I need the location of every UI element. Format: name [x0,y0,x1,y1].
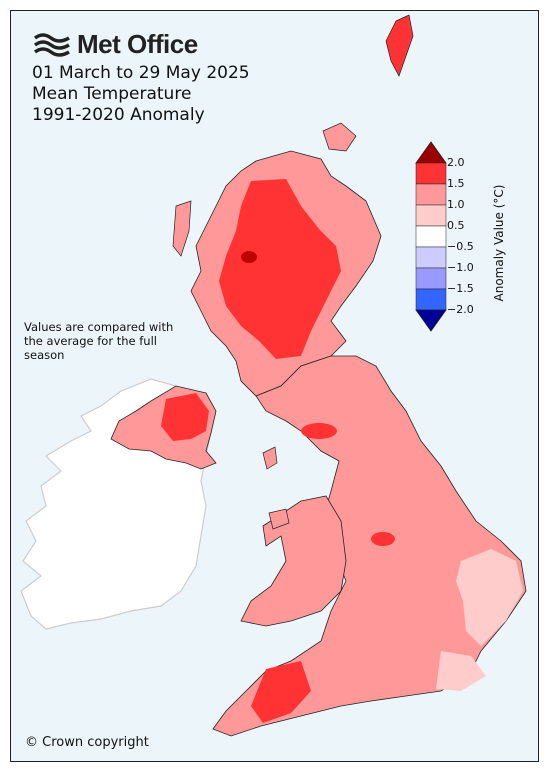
isle-of-man [262,446,278,470]
legend-tick-8: −2.0 [447,303,474,316]
legend-tick-6: −1.0 [447,261,474,274]
legend-band-4 [415,225,447,248]
legend-tick-7: −1.5 [447,282,474,295]
legend-tick-3: 1.0 [447,198,465,211]
met-office-logo: Met Office [33,29,198,60]
pennines-warm [301,423,337,439]
copyright-notice: © Crown copyright [25,735,149,750]
orkney [322,122,357,152]
colour-legend: 2.0 1.5 1.0 0.5 −0.5 −1.0 −1.5 −2.0 Anom… [415,141,535,341]
map-frame: Met Office 01 March to 29 May 2025 Mean … [10,10,539,762]
legend-tick-2: 1.5 [447,177,465,190]
title-variable: Mean Temperature [32,84,192,104]
midlands-warm [371,532,395,546]
legend-under-arrow [415,309,447,332]
legend-band-2 [415,183,447,206]
met-office-wave-icon [33,32,70,57]
scotland-highlands-warm [219,179,341,359]
logo-text: Met Office [77,29,198,59]
east-anglia-cooler [456,549,523,646]
legend-band-1 [415,162,447,185]
season-note: Values are compared with the average for… [24,320,174,362]
legend-tick-4: 0.5 [447,219,465,232]
shetland [385,14,414,77]
hebrides [172,200,192,257]
legend-tick-5: −0.5 [447,240,474,253]
title-baseline: 1991-2020 Anomaly [32,105,205,125]
title-period: 01 March to 29 May 2025 [32,63,250,83]
cornwall-warm [251,661,311,723]
legend-band-5 [415,246,447,269]
legend-axis-label: Anomaly Value (°C) [492,184,506,302]
legend-band-6 [415,267,447,290]
legend-over-arrow [415,141,447,164]
legend-band-7 [415,288,447,311]
southeast-cooler [436,651,486,691]
legend-tick-1: 2.0 [447,156,465,169]
wales [240,495,347,627]
legend-colourbar [415,141,447,332]
scotland-hotspot [241,251,257,263]
northern-ireland-warm-zone [161,393,209,441]
legend-band-3 [415,204,447,227]
anomaly-map [20,14,527,737]
anglesey [268,508,290,530]
